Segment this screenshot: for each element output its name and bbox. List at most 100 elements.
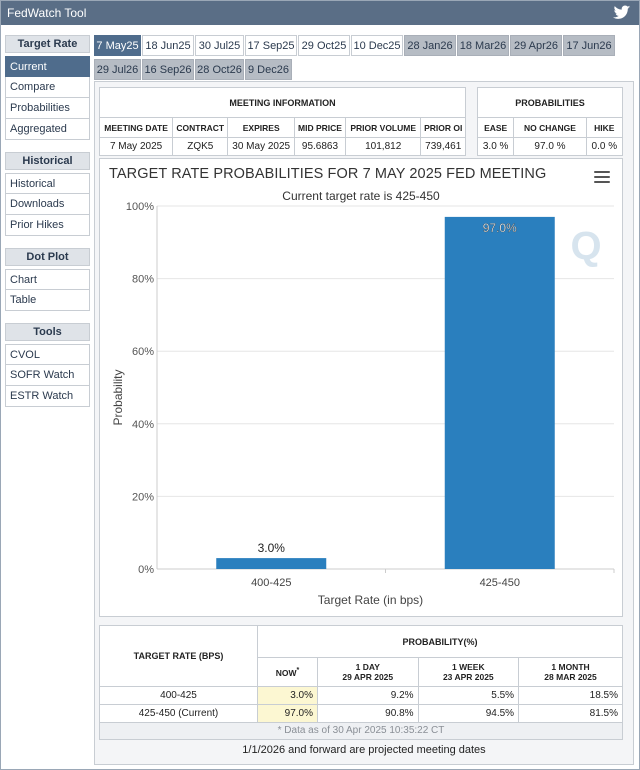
footnote-mark: * bbox=[296, 666, 300, 675]
meeting-info-column: MEETING DATE bbox=[98, 117, 174, 138]
period-label: 1 WEEK bbox=[452, 662, 485, 672]
tab-meeting[interactable]: 30 Jul25 bbox=[195, 35, 244, 56]
period-label: NOW bbox=[275, 667, 297, 678]
table-row: 425-450 (Current) 97.0% 90.8% 94.5% 81.5% bbox=[99, 704, 623, 723]
x-axis-title: Target Rate (in bps) bbox=[318, 593, 423, 607]
sidebar-item-chart[interactable]: Chart bbox=[5, 269, 90, 290]
bar bbox=[216, 558, 327, 569]
tab-meeting[interactable]: 18 Jun25 bbox=[142, 35, 194, 56]
tab-meeting[interactable]: 10 Dec25 bbox=[351, 35, 403, 56]
sidebar: Target Rate Current Compare Probabilities Ag… bbox=[5, 35, 90, 419]
sidebar-item-cvol[interactable]: CVOL bbox=[5, 344, 90, 365]
table-cell-w1: 5.5% bbox=[417, 686, 520, 705]
sidebar-group-header: Dot Plot bbox=[5, 248, 90, 266]
probability-header: PROBABILITY(%) bbox=[257, 625, 623, 658]
y-tick-label: 60% bbox=[132, 346, 154, 358]
sidebar-item-aggregated[interactable]: Aggregated bbox=[5, 119, 90, 140]
tab-meeting[interactable]: 28 Oct26 bbox=[195, 59, 244, 80]
meeting-info-column: PRIOR OI bbox=[420, 117, 466, 138]
probability-chart: TARGET RATE PROBABILITIES FOR 7 MAY 2025… bbox=[99, 158, 623, 617]
sidebar-item-estr-watch[interactable]: ESTR Watch bbox=[5, 386, 90, 407]
y-tick-label: 0% bbox=[138, 564, 154, 576]
table-cell-m1: 81.5% bbox=[518, 704, 623, 723]
meeting-info-column: EXPIRES bbox=[227, 117, 296, 138]
period-column-header: 1 MONTH 28 MAR 2025 bbox=[518, 657, 623, 687]
watermark-logo: Q bbox=[570, 224, 601, 268]
sidebar-group-header: Tools bbox=[5, 323, 90, 341]
x-tick-label: 425-450 bbox=[480, 577, 520, 589]
probability-value: 97.0 % bbox=[513, 137, 587, 156]
twitter-icon[interactable] bbox=[613, 5, 631, 21]
probability-column: EASE bbox=[476, 117, 515, 138]
probability-value: 0.0 % bbox=[585, 137, 624, 156]
meeting-info-column: MID PRICE bbox=[294, 117, 346, 138]
probabilities-header: PROBABILITIES bbox=[477, 87, 623, 118]
meeting-information-table: MEETING INFORMATION MEETING DATE CONTRACT… bbox=[98, 87, 466, 156]
y-tick-label: 40% bbox=[132, 419, 154, 431]
table-cell-rate: 425-450 (Current) bbox=[99, 704, 258, 723]
period-date: 23 APR 2025 bbox=[442, 672, 494, 682]
sidebar-group: Tools CVOL SOFR Watch ESTR Watch bbox=[5, 323, 90, 407]
table-cell-w1: 94.5% bbox=[417, 704, 520, 723]
tab-meeting[interactable]: 28 Jan26 bbox=[404, 35, 456, 56]
meeting-info-value: 95.6863 bbox=[294, 137, 346, 156]
meeting-info-value: 30 May 2025 bbox=[227, 137, 296, 156]
table-cell-now: 97.0% bbox=[257, 704, 318, 723]
chart-plot: 0% 20% 40% 60% 80% 100% 3.0% 400-425 97.0% 425-45… bbox=[111, 201, 615, 607]
table-cell-rate: 400-425 bbox=[99, 686, 258, 705]
sidebar-item-prior-hikes[interactable]: Prior Hikes bbox=[5, 215, 90, 236]
probability-column: NO CHANGE bbox=[513, 117, 587, 138]
chart-subtitle: Current target rate is 425-450 bbox=[282, 189, 440, 203]
period-label: 1 DAY bbox=[355, 662, 380, 672]
table-cell-d1: 9.2% bbox=[317, 686, 419, 705]
meeting-info-value: 101,812 bbox=[344, 137, 422, 156]
table-row: 400-425 3.0% 9.2% 5.5% 18.5% bbox=[99, 686, 623, 705]
sidebar-item-downloads[interactable]: Downloads bbox=[5, 194, 90, 215]
chart-title: TARGET RATE PROBABILITIES FOR 7 MAY 2025… bbox=[109, 166, 547, 182]
title-bar: FedWatch Tool bbox=[1, 1, 639, 25]
sidebar-item-compare[interactable]: Compare bbox=[5, 77, 90, 98]
data-timestamp-note: * Data as of 30 Apr 2025 10:35:22 CT bbox=[99, 723, 623, 740]
sidebar-group: Dot Plot Chart Table bbox=[5, 248, 90, 311]
y-tick-label: 20% bbox=[132, 491, 154, 503]
probability-column: HIKE bbox=[585, 117, 624, 138]
bar-data-label: 3.0% bbox=[258, 541, 286, 555]
probability-value: 3.0 % bbox=[476, 137, 515, 156]
table-cell-now: 3.0% bbox=[257, 686, 318, 705]
y-axis-title: Probability bbox=[111, 369, 125, 425]
table-cell-m1: 18.5% bbox=[518, 686, 623, 705]
meeting-info-header: MEETING INFORMATION bbox=[99, 87, 466, 118]
meeting-info-column: CONTRACT bbox=[172, 117, 229, 138]
meeting-info-value: ZQK5 bbox=[172, 137, 229, 156]
projected-dates-note: 1/1/2026 and forward are projected meeti… bbox=[242, 744, 486, 756]
tab-meeting[interactable]: 16 Sep26 bbox=[142, 59, 194, 80]
table-cell-d1: 90.8% bbox=[317, 704, 419, 723]
tab-meeting[interactable]: 29 Apr26 bbox=[510, 35, 562, 56]
tab-meeting[interactable]: 9 Dec26 bbox=[245, 59, 292, 80]
sidebar-item-historical[interactable]: Historical bbox=[5, 173, 90, 194]
target-rate-header: TARGET RATE (BPS) bbox=[99, 625, 258, 687]
period-label: 1 MONTH bbox=[551, 662, 590, 672]
sidebar-item-table[interactable]: Table bbox=[5, 290, 90, 311]
y-tick-label: 80% bbox=[132, 274, 154, 286]
tab-meeting[interactable]: 18 Mar26 bbox=[457, 35, 509, 56]
bar bbox=[444, 216, 555, 569]
sidebar-item-sofr-watch[interactable]: SOFR Watch bbox=[5, 365, 90, 386]
period-date: 28 MAR 2025 bbox=[544, 672, 597, 682]
tab-meeting[interactable]: 29 Oct25 bbox=[298, 35, 350, 56]
sidebar-item-current[interactable]: Current bbox=[5, 56, 90, 77]
tab-meeting[interactable]: 17 Sep25 bbox=[245, 35, 297, 56]
tab-meeting[interactable]: 29 Jul26 bbox=[94, 59, 141, 80]
tab-meeting[interactable]: 17 Jun26 bbox=[563, 35, 615, 56]
meeting-info-value: 7 May 2025 bbox=[98, 137, 174, 156]
sidebar-group-header: Target Rate bbox=[5, 35, 90, 53]
meeting-info-column: PRIOR VOLUME bbox=[344, 117, 422, 138]
meeting-info-value: 739,461 bbox=[420, 137, 466, 156]
chart-menu-icon[interactable] bbox=[594, 171, 610, 183]
x-tick-label: 400-425 bbox=[251, 577, 291, 589]
tab-meeting[interactable]: 7 May25 bbox=[94, 35, 141, 56]
sidebar-item-probabilities[interactable]: Probabilities bbox=[5, 98, 90, 119]
probabilities-table: PROBABILITIES EASE NO CHANGE HIKE 3.0 % 97.… bbox=[476, 87, 624, 156]
app-title: FedWatch Tool bbox=[7, 6, 87, 20]
